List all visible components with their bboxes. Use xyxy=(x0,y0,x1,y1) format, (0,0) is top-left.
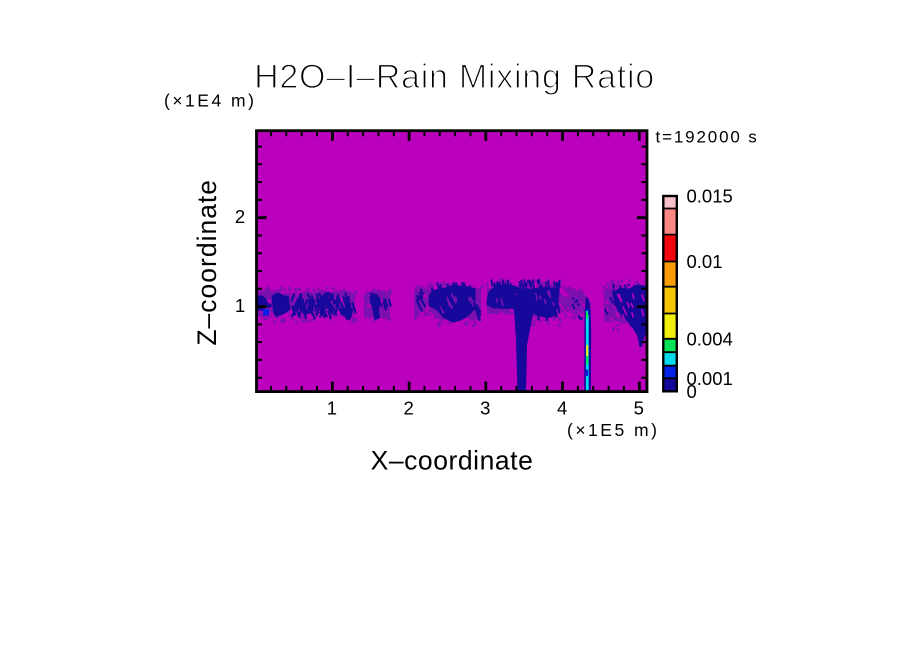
svg-text:0.015: 0.015 xyxy=(687,186,733,207)
svg-text:1: 1 xyxy=(235,295,245,316)
svg-text:0.004: 0.004 xyxy=(687,328,733,349)
svg-text:1: 1 xyxy=(327,398,337,419)
svg-text:4: 4 xyxy=(557,398,567,419)
svg-text:(×1E5 m): (×1E5 m) xyxy=(567,420,659,440)
svg-text:2: 2 xyxy=(403,398,413,419)
svg-text:0: 0 xyxy=(687,381,697,402)
svg-text:H2O–I–Rain Mixing Ratio: H2O–I–Rain Mixing Ratio xyxy=(254,58,655,96)
svg-text:2: 2 xyxy=(235,206,245,227)
svg-text:X–coordinate: X–coordinate xyxy=(371,446,534,476)
svg-text:t=192000 s: t=192000 s xyxy=(656,128,759,147)
svg-text:0.01: 0.01 xyxy=(687,251,723,272)
svg-text:3: 3 xyxy=(480,398,490,419)
svg-text:5: 5 xyxy=(634,398,644,419)
svg-text:0.001: 0.001 xyxy=(687,368,733,389)
svg-text:Z–coordinate: Z–coordinate xyxy=(192,179,222,346)
svg-text:(×1E4 m): (×1E4 m) xyxy=(164,91,256,111)
